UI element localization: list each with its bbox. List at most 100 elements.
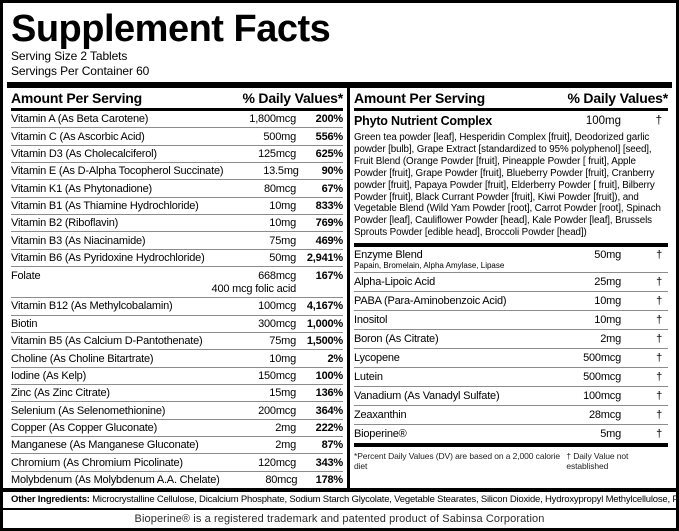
ingredient-amount: 13.5mg — [263, 165, 299, 178]
ingredient-daily-value: † — [656, 351, 662, 364]
table-row: Vanadium (As Vanadyl Sulfate) 100mcg † — [354, 387, 668, 406]
ingredient-amount: 25mg — [594, 275, 621, 288]
ingredient-name: Chromium (As Chromium Picolinate) — [11, 456, 183, 469]
ingredient-daily-value: 469% — [315, 234, 344, 247]
table-row: Vitamin A (As Beta Carotene) 1,800mcg 200% — [11, 111, 343, 129]
table-row: PABA (Para-Aminobenzoic Acid) 10mg † — [354, 292, 668, 311]
spacer — [354, 465, 668, 488]
ingredient-name: Inositol — [354, 313, 388, 326]
ingredient-name: Alpha-Lipoic Acid — [354, 275, 435, 288]
table-row: Bioperine® 5mg † — [354, 425, 668, 443]
page-title: Supplement Facts — [11, 8, 331, 50]
footnote-daily-value: *Percent Daily Values (DV) are based on … — [354, 451, 561, 472]
left-column-header: Amount Per Serving % Daily Values* — [11, 88, 343, 108]
table-row: Vitamin C (As Ascorbic Acid) 500mg 556% — [11, 128, 343, 146]
ingredient-amount: 10mg — [269, 352, 296, 365]
footnote-not-established: † Daily Value not established — [566, 451, 629, 472]
ingredient-name: Choline (As Choline Bitartrate) — [11, 352, 154, 365]
ingredient-amount: 100mg — [585, 115, 621, 127]
section-divider — [354, 243, 668, 248]
ingredient-daily-value: † — [656, 294, 662, 307]
ingredient-daily-value: 2% — [327, 352, 344, 365]
column-header-amount: Amount Per Serving — [354, 90, 485, 106]
trademark-note: Bioperine® is a registered trademark and… — [134, 513, 545, 525]
ingredient-daily-value: 1,500% — [306, 335, 343, 348]
left-rows: Vitamin A (As Beta Carotene) 1,800mcg 200%… — [11, 111, 343, 488]
ingredient-amount: 5mg — [600, 428, 621, 441]
ingredient-daily-value: † — [656, 332, 662, 345]
ingredient-amount: 10mg — [594, 313, 621, 326]
column-header-divider — [11, 108, 343, 111]
header-divider-thick — [7, 82, 672, 88]
table-row: Lycopene 500mcg † — [354, 349, 668, 368]
ingredient-amount: 80mcg — [263, 182, 296, 195]
table-row: Enzyme Blend 50mg † Papain, Bromelain, Alph… — [354, 247, 668, 273]
table-row: Copper (As Copper Gluconate) 2mg 222% — [11, 420, 344, 438]
ingredient-daily-value: 167% — [315, 269, 344, 282]
ingredient-name: Vitamin B12 (As Methylcobalamin) — [11, 300, 173, 313]
ingredient-amount: 500mcg — [583, 370, 621, 383]
ingredient-components: Papain, Bromelain, Alpha Amylase, Lipase — [354, 260, 505, 270]
table-row: Vitamin D3 (As Cholecalciferol) 125mcg 625… — [11, 146, 344, 164]
table-row: Vitamin K1 (As Phytonadione) 80mcg 67% — [11, 180, 343, 198]
right-column-header: Amount Per Serving % Daily Values* — [354, 88, 668, 108]
ingredient-amount: 75mg — [269, 335, 296, 348]
ingredient-daily-value: 364% — [315, 404, 344, 417]
trademark-divider — [3, 508, 676, 510]
ingredient-amount: 2mg — [600, 332, 621, 345]
ingredient-amount: 28mcg — [588, 409, 621, 422]
ingredient-amount: 50mg — [594, 248, 621, 261]
ingredient-name: Vitamin A (As Beta Carotene) — [11, 113, 149, 126]
ingredient-name: Iodine (As Kelp) — [11, 369, 87, 382]
table-row: Chromium (As Chromium Picolinate) 120mcg 3… — [11, 454, 344, 472]
table-row: Vitamin B1 (As Thiamine Hydrochloride) 10… — [11, 198, 344, 216]
ingredient-daily-value: 2,941% — [306, 251, 343, 264]
ingredient-amount: 1,800mcg — [249, 113, 296, 126]
ingredient-daily-value: † — [656, 370, 662, 383]
ingredient-daily-value: 833% — [315, 199, 344, 212]
ingredient-name: Vitamin B5 (As Calcium D-Pantothenate) — [11, 335, 203, 348]
table-row: Alpha-Lipoic Acid 25mg † — [354, 273, 668, 292]
right-column: Amount Per Serving % Daily Values* Phyto… — [354, 88, 668, 488]
ingredient-amount: 668mcg — [258, 269, 296, 282]
ingredient-name: Bioperine® — [354, 428, 407, 441]
table-row: Vitamin B5 (As Calcium D-Pantothenate) 75… — [11, 333, 343, 351]
ingredient-name: Boron (As Citrate) — [354, 332, 439, 345]
ingredient-amount: 100mcg — [583, 389, 621, 402]
ingredient-name: PABA (Para-Aminobenzoic Acid) — [354, 294, 507, 307]
ingredient-name: Vitamin B6 (As Pyridoxine Hydrochloride) — [11, 251, 205, 264]
ingredient-amount: 10mg — [269, 217, 296, 230]
footnotes: *Percent Daily Values (DV) are based on … — [354, 447, 668, 472]
ingredient-amount: 75mg — [269, 234, 296, 247]
column-header-amount: Amount Per Serving — [11, 90, 142, 106]
table-row: Vitamin B12 (As Methylcobalamin) 100mcg 4,… — [11, 298, 343, 316]
ingredient-name: Vitamin B1 (As Thiamine Hydrochloride) — [11, 199, 199, 212]
column-header-daily-values: % Daily Values* — [567, 90, 668, 106]
ingredient-amount: 500mcg — [583, 351, 621, 364]
ingredient-daily-value: † — [655, 115, 662, 127]
table-row: Choline (As Choline Bitartrate) 10mg 2% — [11, 350, 344, 368]
ingredient-amount: 2mg — [275, 421, 296, 434]
ingredient-amount: 80mcg — [265, 473, 298, 486]
ingredient-daily-value: 625% — [315, 147, 344, 160]
table-row: Selenium (As Selenomethionine) 200mcg 364% — [11, 402, 344, 420]
ingredient-daily-value: † — [656, 275, 662, 288]
table-row: Lutein 500mcg † — [354, 368, 668, 387]
ingredient-name: Biotin — [11, 317, 38, 330]
ingredient-daily-value: 222% — [315, 421, 344, 434]
ingredient-name: Vanadium (As Vanadyl Sulfate) — [354, 389, 500, 402]
column-header-daily-values: % Daily Values* — [242, 90, 343, 106]
ingredient-note: 400 mcg folic acid — [211, 282, 297, 295]
other-ingredients: Other Ingredients: Microcrystalline Cell… — [11, 492, 676, 508]
ingredient-name: Lutein — [354, 370, 383, 383]
ingredient-amount: 150mcg — [258, 369, 296, 382]
ingredient-name: Zeaxanthin — [354, 409, 407, 422]
bottom-divider-thick — [3, 488, 676, 492]
ingredient-daily-value: 343% — [315, 456, 344, 469]
ingredient-daily-value: 4,167% — [306, 300, 343, 313]
ingredient-daily-value: † — [656, 389, 662, 402]
ingredient-name: Zinc (As Zinc Citrate) — [11, 387, 110, 400]
ingredient-amount: 2mg — [275, 439, 296, 452]
table-row: Phyto Nutrient Complex 100mg † — [354, 111, 668, 131]
ingredient-daily-value: 87% — [321, 439, 344, 452]
